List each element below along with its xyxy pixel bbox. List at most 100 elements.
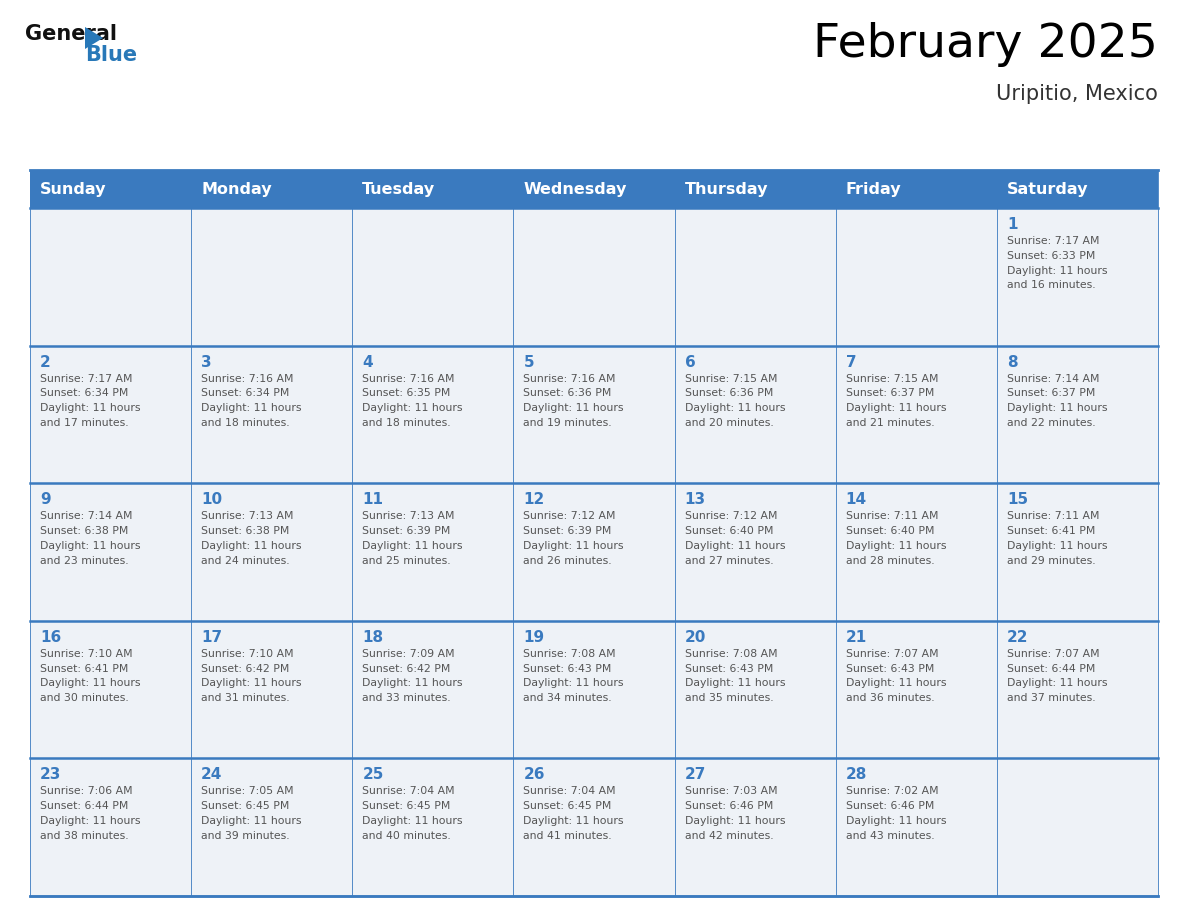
Text: Sunset: 6:43 PM: Sunset: 6:43 PM [524,664,612,674]
Text: and 28 minutes.: and 28 minutes. [846,555,934,565]
Bar [513,208,675,345]
Text: Sunset: 6:45 PM: Sunset: 6:45 PM [362,801,450,812]
Bar [30,621,191,758]
Text: Daylight: 11 hours: Daylight: 11 hours [684,541,785,551]
Bar [191,345,353,483]
Text: Daylight: 11 hours: Daylight: 11 hours [362,678,463,688]
Text: and 36 minutes.: and 36 minutes. [846,693,934,703]
Bar [353,208,513,345]
Text: Sunset: 6:38 PM: Sunset: 6:38 PM [201,526,290,536]
Bar [30,483,191,621]
Text: Sunrise: 7:13 AM: Sunrise: 7:13 AM [201,511,293,521]
Text: 21: 21 [846,630,867,644]
Bar [835,483,997,621]
Bar [997,483,1158,621]
Text: Daylight: 11 hours: Daylight: 11 hours [201,403,302,413]
Text: 15: 15 [1007,492,1028,508]
Text: and 17 minutes.: and 17 minutes. [40,418,128,428]
Text: 4: 4 [362,354,373,370]
Text: and 29 minutes.: and 29 minutes. [1007,555,1095,565]
Text: Sunday: Sunday [40,182,107,196]
Text: Daylight: 11 hours: Daylight: 11 hours [846,678,946,688]
Bar [191,483,353,621]
Text: and 25 minutes.: and 25 minutes. [362,555,451,565]
Text: 8: 8 [1007,354,1017,370]
Bar [997,170,1158,208]
Bar [675,345,835,483]
Text: 14: 14 [846,492,867,508]
Text: Wednesday: Wednesday [524,182,627,196]
Text: Daylight: 11 hours: Daylight: 11 hours [1007,265,1107,275]
Text: Sunset: 6:36 PM: Sunset: 6:36 PM [684,388,773,398]
Text: 13: 13 [684,492,706,508]
Bar [835,758,997,896]
Polygon shape [86,27,103,49]
Text: Sunset: 6:44 PM: Sunset: 6:44 PM [1007,664,1095,674]
Text: Sunrise: 7:10 AM: Sunrise: 7:10 AM [201,649,293,659]
Text: Saturday: Saturday [1007,182,1088,196]
Text: Daylight: 11 hours: Daylight: 11 hours [201,678,302,688]
Text: 24: 24 [201,767,222,782]
Text: 9: 9 [40,492,51,508]
Text: and 26 minutes.: and 26 minutes. [524,555,612,565]
Bar [835,621,997,758]
Text: Daylight: 11 hours: Daylight: 11 hours [1007,403,1107,413]
Bar [675,483,835,621]
Text: Sunset: 6:33 PM: Sunset: 6:33 PM [1007,251,1095,261]
Text: Sunrise: 7:06 AM: Sunrise: 7:06 AM [40,787,133,797]
Text: Sunrise: 7:09 AM: Sunrise: 7:09 AM [362,649,455,659]
Text: Daylight: 11 hours: Daylight: 11 hours [524,816,624,826]
Text: and 34 minutes.: and 34 minutes. [524,693,612,703]
Text: 10: 10 [201,492,222,508]
Text: Sunrise: 7:17 AM: Sunrise: 7:17 AM [40,374,133,384]
Text: Monday: Monday [201,182,272,196]
Bar [191,208,353,345]
Text: General: General [25,24,116,44]
Text: Sunset: 6:45 PM: Sunset: 6:45 PM [201,801,290,812]
Bar [353,345,513,483]
Text: Daylight: 11 hours: Daylight: 11 hours [362,816,463,826]
Bar [30,758,191,896]
Text: Sunset: 6:43 PM: Sunset: 6:43 PM [684,664,773,674]
Text: 18: 18 [362,630,384,644]
Text: Daylight: 11 hours: Daylight: 11 hours [40,678,140,688]
Text: Daylight: 11 hours: Daylight: 11 hours [846,403,946,413]
Text: Sunrise: 7:16 AM: Sunrise: 7:16 AM [362,374,455,384]
Text: Sunset: 6:37 PM: Sunset: 6:37 PM [1007,388,1095,398]
Text: Daylight: 11 hours: Daylight: 11 hours [40,403,140,413]
Text: Sunrise: 7:07 AM: Sunrise: 7:07 AM [1007,649,1099,659]
Text: February 2025: February 2025 [813,22,1158,67]
Text: 27: 27 [684,767,706,782]
Text: Sunset: 6:46 PM: Sunset: 6:46 PM [846,801,934,812]
Text: Sunrise: 7:13 AM: Sunrise: 7:13 AM [362,511,455,521]
Text: 20: 20 [684,630,706,644]
Text: Daylight: 11 hours: Daylight: 11 hours [684,816,785,826]
Text: Sunrise: 7:08 AM: Sunrise: 7:08 AM [524,649,617,659]
Text: Sunrise: 7:04 AM: Sunrise: 7:04 AM [362,787,455,797]
Bar [513,345,675,483]
Text: Sunset: 6:39 PM: Sunset: 6:39 PM [362,526,450,536]
Text: Sunrise: 7:15 AM: Sunrise: 7:15 AM [846,374,939,384]
Text: 19: 19 [524,630,544,644]
Text: Daylight: 11 hours: Daylight: 11 hours [362,403,463,413]
Text: Tuesday: Tuesday [362,182,436,196]
Text: and 33 minutes.: and 33 minutes. [362,693,451,703]
Text: and 18 minutes.: and 18 minutes. [362,418,451,428]
Text: 23: 23 [40,767,62,782]
Bar [835,170,997,208]
Text: Sunset: 6:35 PM: Sunset: 6:35 PM [362,388,450,398]
Bar [513,170,675,208]
Text: Sunset: 6:46 PM: Sunset: 6:46 PM [684,801,773,812]
Text: Daylight: 11 hours: Daylight: 11 hours [1007,678,1107,688]
Text: Sunrise: 7:15 AM: Sunrise: 7:15 AM [684,374,777,384]
Text: Sunrise: 7:02 AM: Sunrise: 7:02 AM [846,787,939,797]
Bar [30,345,191,483]
Text: and 27 minutes.: and 27 minutes. [684,555,773,565]
Text: 6: 6 [684,354,695,370]
Text: Blue: Blue [86,45,137,65]
Text: Sunrise: 7:16 AM: Sunrise: 7:16 AM [201,374,293,384]
Text: Uripitio, Mexico: Uripitio, Mexico [996,84,1158,104]
Bar [513,483,675,621]
Text: Sunset: 6:37 PM: Sunset: 6:37 PM [846,388,934,398]
Text: Sunset: 6:40 PM: Sunset: 6:40 PM [684,526,773,536]
